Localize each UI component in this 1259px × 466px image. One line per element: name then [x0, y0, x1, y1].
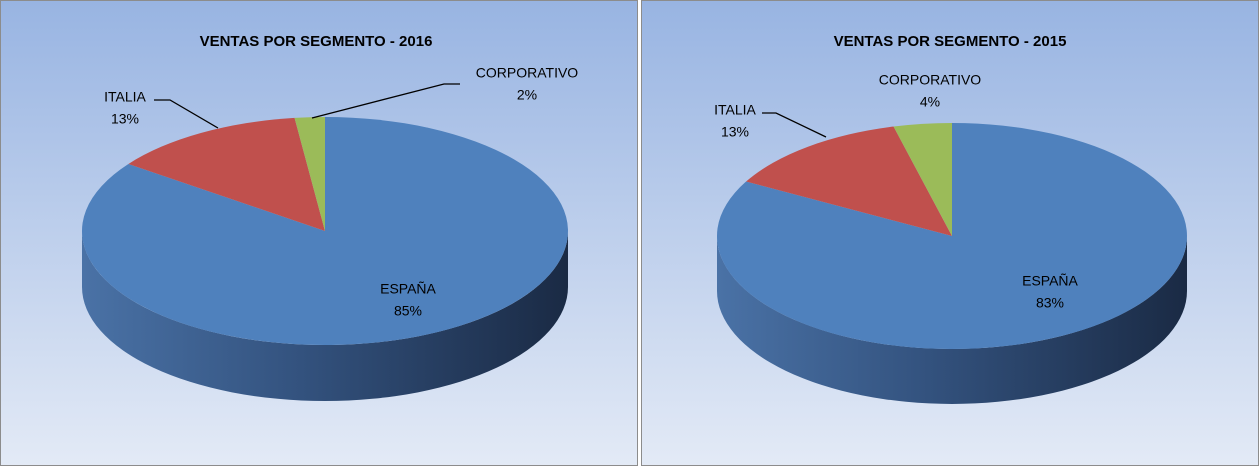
slice-value-label: 85% [394, 303, 422, 319]
slice-label: ITALIA [104, 89, 146, 105]
slice-side [717, 236, 1187, 404]
slice-label: CORPORATIVO [476, 65, 579, 81]
leader-line [154, 99, 219, 129]
slice-label: ITALIA [714, 102, 756, 118]
slice [81, 117, 568, 345]
slice-value-label: 4% [920, 94, 940, 110]
slice-value-label: 13% [721, 124, 749, 140]
slice-label: ESPAÑA [380, 281, 436, 297]
slice [294, 117, 325, 231]
slice [893, 123, 952, 236]
leader-line [311, 83, 460, 119]
slice-value-label: 2% [517, 87, 537, 103]
chart-title: VENTAS POR SEGMENTO - 2016 [200, 33, 433, 50]
slice-side [82, 231, 568, 401]
slice [746, 126, 952, 236]
chart-title: VENTAS POR SEGMENTO - 2015 [834, 33, 1067, 50]
slice [716, 123, 1187, 350]
slice-value-label: 83% [1036, 295, 1064, 311]
leader-line [762, 112, 827, 138]
slice-label: ESPAÑA [1022, 273, 1078, 289]
slice-label: CORPORATIVO [879, 72, 982, 88]
slice-value-label: 13% [111, 111, 139, 127]
slice [128, 117, 325, 231]
